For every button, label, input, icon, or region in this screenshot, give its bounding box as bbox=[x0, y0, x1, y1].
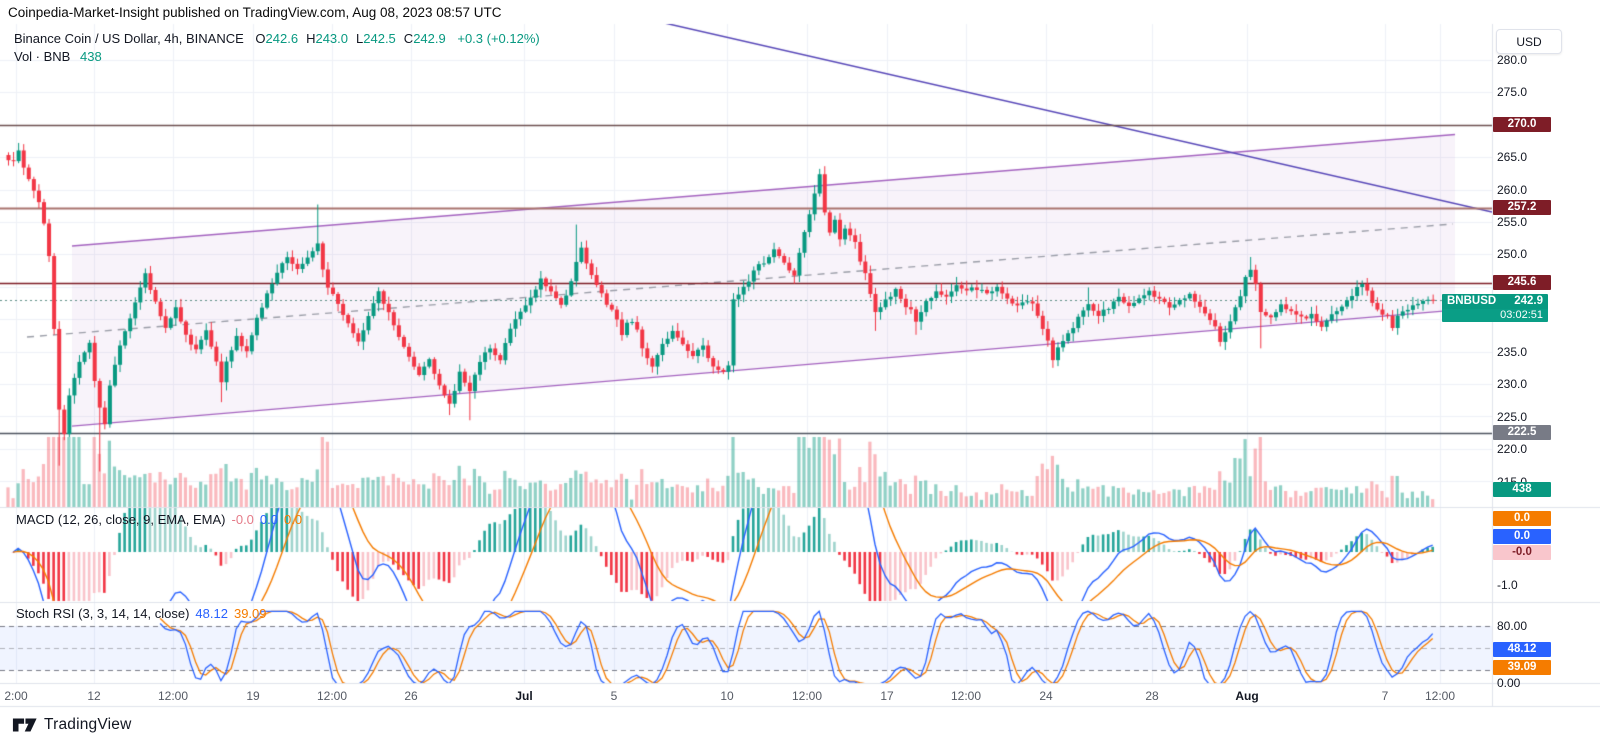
time-tick: 17 bbox=[880, 689, 894, 703]
stoch-k-value-badge: 48.12 bbox=[1493, 642, 1551, 657]
time-tick: 26 bbox=[404, 689, 418, 703]
time-tick: 5 bbox=[610, 689, 618, 703]
attribution-text: Coinpedia-Market-Insight published on Tr… bbox=[8, 5, 502, 20]
ohlc-value-C: 242.9 bbox=[413, 31, 446, 46]
ohlc-label-L: L bbox=[356, 31, 364, 46]
tradingview-logo-text: TradingView bbox=[44, 716, 132, 733]
volume-status-line: Vol · BNB 438 bbox=[14, 49, 102, 64]
price-tick: 230.0 bbox=[1497, 377, 1528, 391]
price-tick: 280.0 bbox=[1497, 53, 1528, 67]
ohlc-values: O242.6 H243.0 L242.5 C242.9 bbox=[247, 31, 445, 46]
price-tick: 225.0 bbox=[1497, 410, 1528, 424]
time-tick: 12:00 bbox=[316, 689, 348, 703]
price-tick: -1.0 bbox=[1497, 578, 1518, 592]
macd-title: MACD (12, 26, close, 9, EMA, EMA) bbox=[16, 512, 226, 527]
price-tick: 275.0 bbox=[1497, 85, 1528, 99]
level-222-badge: 222.5 bbox=[1493, 425, 1551, 440]
macd-status-line: MACD (12, 26, close, 9, EMA, EMA) -0.0 0.0… bbox=[16, 512, 302, 527]
macd-line-value-badge: 0.0 bbox=[1493, 529, 1551, 544]
time-tick: 28 bbox=[1145, 689, 1159, 703]
macd-value-1: 0.0 bbox=[259, 512, 278, 527]
time-tick: 12 bbox=[87, 689, 101, 703]
price-tick: 250.0 bbox=[1497, 247, 1528, 261]
time-tick: 12:00 bbox=[950, 689, 982, 703]
stoch-d-value-badge: 39.09 bbox=[1493, 660, 1551, 675]
time-tick: Jul bbox=[515, 689, 533, 703]
price-tick: 260.0 bbox=[1497, 183, 1528, 197]
time-tick: 7 bbox=[1381, 689, 1389, 703]
symbol-badge-countdown: 03:02:51 bbox=[1442, 309, 1548, 322]
currency-usd-button[interactable]: USD bbox=[1496, 29, 1562, 54]
ohlc-value-H: 243.0 bbox=[315, 31, 349, 46]
macd-hist-value-badge: -0.0 bbox=[1493, 545, 1551, 560]
price-tick: 265.0 bbox=[1497, 150, 1528, 164]
price-tick: 235.0 bbox=[1497, 345, 1528, 359]
time-tick: 12:00 bbox=[157, 689, 189, 703]
symbol-price-badge: BNBUSD 242.9 03:02:51 bbox=[1442, 294, 1548, 322]
time-tick: 2:00 bbox=[4, 689, 28, 703]
time-tick: 24 bbox=[1039, 689, 1053, 703]
time-tick: 12:00 bbox=[791, 689, 823, 703]
tradingview-logo[interactable]: TradingView bbox=[12, 716, 132, 734]
ohlc-label-O: O bbox=[255, 31, 266, 46]
volume-value-badge: 438 bbox=[1493, 482, 1551, 497]
alert-270-badge: 270.0 bbox=[1493, 117, 1551, 132]
stoch-status-line: Stoch RSI (3, 3, 14, 14, close) 48.12 39.0… bbox=[16, 606, 267, 621]
price-tick: 0.00 bbox=[1497, 676, 1521, 690]
volume-value-text: 438 bbox=[79, 49, 102, 64]
price-tick: 255.0 bbox=[1497, 215, 1528, 229]
symbol-title: Binance Coin / US Dollar, 4h, BINANCE bbox=[14, 31, 244, 46]
price-tick: 220.0 bbox=[1497, 442, 1528, 456]
ohlc-value-O: 242.6 bbox=[265, 31, 299, 46]
ohlc-label-C: C bbox=[403, 31, 414, 46]
time-tick: 19 bbox=[246, 689, 260, 703]
stoch-value-1: 39.09 bbox=[233, 606, 267, 621]
macd-value-0: -0.0 bbox=[231, 512, 254, 527]
alert-257-badge: 257.2 bbox=[1493, 200, 1551, 215]
volume-label: Vol · BNB bbox=[14, 49, 71, 64]
stoch-title: Stoch RSI (3, 3, 14, 14, close) bbox=[16, 606, 190, 621]
symbol-badge-price: 242.9 bbox=[1514, 295, 1543, 307]
price-tick: 80.00 bbox=[1497, 619, 1528, 633]
stoch-value-0: 48.12 bbox=[195, 606, 228, 621]
time-tick: Aug bbox=[1235, 689, 1259, 703]
macd-signal-value-badge: 0.0 bbox=[1493, 511, 1551, 526]
ohlc-label-H: H bbox=[306, 31, 316, 46]
time-tick: 10 bbox=[720, 689, 734, 703]
alert-245-badge: 245.6 bbox=[1493, 275, 1551, 290]
ohlc-value-L: 242.5 bbox=[363, 31, 396, 46]
symbol-status-line: Binance Coin / US Dollar, 4h, BINANCE O2… bbox=[14, 31, 540, 46]
change-value: +0.3 (+0.12%) bbox=[457, 31, 540, 46]
time-tick: 12:00 bbox=[1424, 689, 1456, 703]
tradingview-logo-icon bbox=[12, 718, 37, 732]
macd-value-2: 0.0 bbox=[284, 512, 303, 527]
symbol-badge-name: BNBUSD bbox=[1447, 295, 1497, 307]
